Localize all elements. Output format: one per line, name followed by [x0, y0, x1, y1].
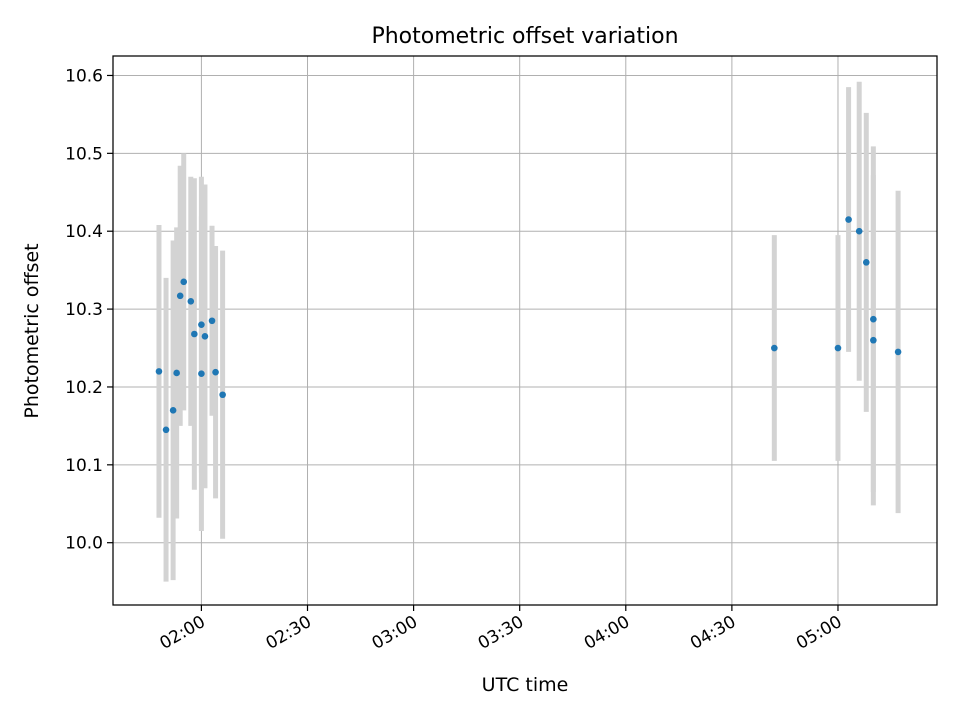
data-point: [870, 336, 877, 344]
data-points: [155, 216, 902, 434]
y-tick-label: 10.1: [65, 456, 103, 476]
data-point: [771, 344, 778, 352]
data-point: [208, 317, 216, 325]
data-point: [191, 330, 198, 338]
chart-title: Photometric offset variation: [371, 24, 678, 49]
data-point: [187, 297, 195, 305]
data-point: [162, 426, 170, 434]
y-axis-ticks: 10.0 10.1 10.2 10.3 10.4 10.5 10.6: [65, 66, 113, 554]
x-axis-label: UTC time: [482, 674, 569, 696]
y-tick-label: 10.4: [65, 222, 103, 242]
data-point: [176, 292, 184, 300]
data-point: [198, 321, 205, 328]
data-point: [180, 278, 188, 286]
grid-lines: [113, 56, 937, 605]
data-point: [834, 344, 842, 352]
data-point: [169, 407, 177, 414]
data-point: [198, 370, 205, 378]
data-point: [862, 259, 870, 266]
y-tick-label: 10.5: [65, 144, 103, 164]
y-tick-label: 10.6: [65, 66, 103, 86]
plot-area-frame: [112, 55, 938, 606]
y-tick-label: 10.2: [65, 378, 103, 398]
data-point: [201, 333, 209, 340]
y-axis-label: Photometric offset: [21, 243, 43, 418]
data-point: [894, 348, 902, 356]
y-tick-label: 10.0: [65, 534, 103, 554]
data-point: [219, 391, 226, 399]
data-point: [173, 369, 180, 377]
data-point: [845, 216, 852, 223]
data-point: [870, 315, 877, 323]
data-point: [855, 227, 863, 235]
data-point: [212, 368, 219, 376]
y-tick-label: 10.3: [65, 300, 103, 320]
data-point: [155, 368, 163, 375]
